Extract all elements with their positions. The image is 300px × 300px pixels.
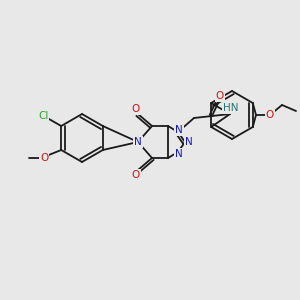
Text: N: N (175, 149, 183, 159)
Text: N: N (185, 137, 193, 147)
Text: N: N (175, 125, 183, 135)
Text: O: O (132, 170, 140, 180)
Text: O: O (216, 91, 224, 101)
Text: O: O (132, 104, 140, 114)
Text: O: O (40, 153, 48, 163)
Text: O: O (266, 110, 274, 120)
Text: Cl: Cl (38, 111, 48, 121)
Text: N: N (134, 137, 142, 147)
Text: HN: HN (223, 103, 239, 113)
